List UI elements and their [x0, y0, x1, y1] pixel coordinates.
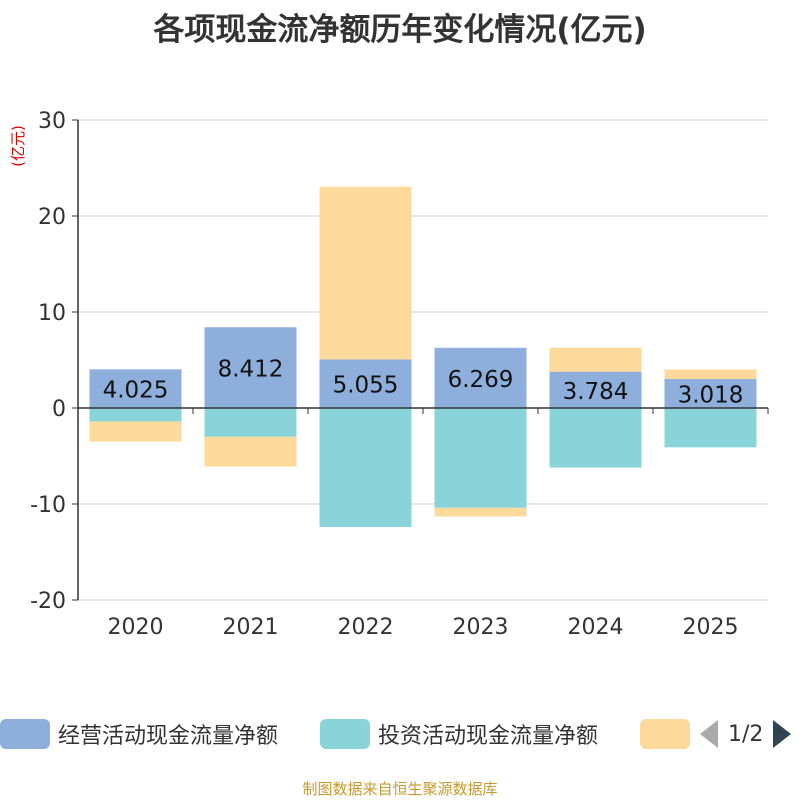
bar-series-2-2024	[549, 347, 642, 372]
bar-series-1-2022	[319, 408, 412, 528]
bar-series-0-2022	[319, 359, 412, 408]
legend-swatch-financing	[640, 719, 690, 749]
data-source-note: 制图数据来自恒生聚源数据库	[302, 780, 498, 798]
bar-series-0-2021	[204, 327, 297, 408]
legend-pager: 1/2	[700, 714, 792, 754]
data-labels: 4.025 8.412 5.055 6.269 3.784 3.018	[103, 357, 744, 409]
y-tick-label: 10	[38, 301, 66, 326]
bar-series-2-2021	[204, 436, 297, 467]
y-tick-label: -20	[30, 589, 66, 614]
y-tick-label: 30	[38, 109, 66, 134]
legend-item-operating[interactable]: 经营活动现金流量净额	[0, 714, 278, 754]
chart-title: 各项现金流净额历年变化情况(亿元)	[153, 12, 647, 48]
data-label: 5.055	[333, 373, 399, 399]
legend-item-investing[interactable]: 投资活动现金流量净额	[320, 714, 598, 754]
grid-lines	[78, 119, 768, 601]
data-label: 3.018	[678, 383, 744, 409]
x-tick-label: 2020	[108, 615, 164, 640]
bar-series-0-2024	[549, 371, 642, 408]
legend-prev-page-icon[interactable]	[700, 720, 718, 748]
data-label: 3.784	[563, 379, 629, 405]
x-tick-label: 2021	[223, 615, 279, 640]
y-tick-label: -10	[30, 493, 66, 518]
bar-series-0-2025	[664, 379, 757, 408]
y-tick-label: 0	[52, 397, 66, 422]
bar-series-0-2023	[434, 347, 527, 408]
bar-series-2-2022	[319, 186, 412, 360]
legend-item-financing[interactable]	[640, 714, 698, 754]
bar-series-1-2025	[664, 408, 757, 448]
x-tick-label: 2025	[683, 615, 739, 640]
data-label: 4.025	[103, 378, 169, 404]
legend-label-investing: 投资活动现金流量净额	[378, 724, 599, 749]
legend-label-operating: 经营活动现金流量净额	[58, 724, 279, 749]
data-label: 8.412	[218, 357, 284, 383]
axes: 30 20 10 0 -10 -20 2020 2021 2022 2023 2024 2025	[30, 109, 769, 640]
legend-swatch-operating	[0, 719, 50, 749]
legend-next-page-icon[interactable]	[773, 720, 792, 748]
y-tick-label: 20	[38, 205, 66, 230]
bar-series-1-2021	[204, 408, 297, 437]
x-tick-label: 2024	[568, 615, 624, 640]
bar-series-1-2023	[434, 408, 527, 508]
x-tick-label: 2023	[453, 615, 509, 640]
x-tick-label: 2022	[338, 615, 394, 640]
bar-series-2-2020	[89, 421, 182, 442]
legend-swatch-investing	[320, 719, 370, 749]
bar-series-1-2020	[89, 408, 182, 422]
bar-series-0-2020	[89, 369, 182, 408]
bar-series-2-2025	[664, 369, 757, 380]
bar-series-2-2023	[434, 507, 527, 517]
bar-series-1-2024	[549, 408, 642, 468]
bars	[89, 186, 757, 528]
legend: 经营活动现金流量净额 投资活动现金流量净额	[0, 714, 800, 754]
legend-page-indicator: 1/2	[728, 721, 764, 747]
data-label: 6.269	[448, 367, 514, 393]
